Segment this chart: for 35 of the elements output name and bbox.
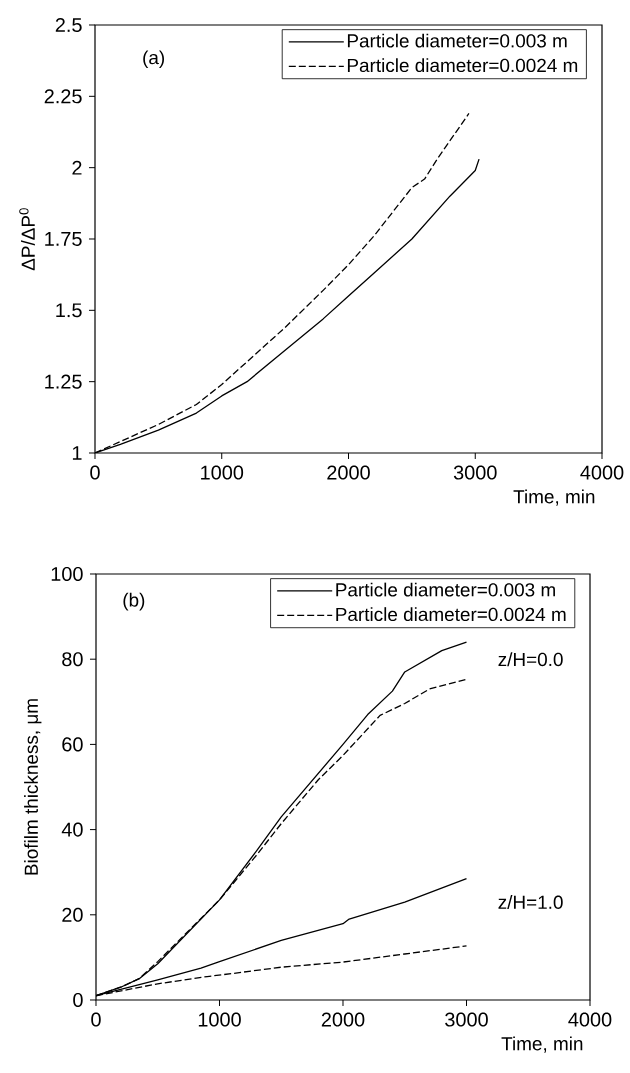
legend-label: Particle diameter=0.003 m — [336, 582, 555, 597]
y-axis-title: Biofilm thickness, μm — [23, 699, 42, 875]
y-tick-label: 40 — [61, 822, 83, 837]
x-tick-label: 3000 — [453, 465, 497, 480]
x-axis-title: Time, min — [501, 1036, 583, 1053]
annotation: (a) — [143, 50, 164, 69]
x-tick-label: 1000 — [198, 1012, 241, 1027]
y-tick-label: 1.25 — [44, 374, 82, 389]
x-tick-label: 0 — [90, 465, 100, 480]
x-tick-label: 0 — [91, 1012, 101, 1027]
y-tick-label: 1.5 — [56, 303, 82, 318]
x-axis-title: Time, min — [513, 489, 595, 506]
annotation: (b) — [123, 592, 144, 611]
y-tick-label: 80 — [61, 652, 83, 667]
y-tick-label: 60 — [62, 737, 83, 752]
legend-label: Particle diameter=0.0024 m — [347, 58, 577, 73]
x-tick-label: 1000 — [200, 465, 243, 480]
x-tick-label: 4000 — [568, 1012, 612, 1027]
legend-label: Particle diameter=0.003 m — [347, 33, 567, 48]
x-tick-label: 4000 — [580, 465, 624, 480]
y-tick-label: 2 — [72, 160, 82, 175]
y-tick-label: 20 — [62, 907, 83, 922]
y-tick-label: 1 — [72, 446, 82, 460]
x-tick-label: 2000 — [321, 1012, 365, 1027]
y-tick-label: 1.75 — [44, 232, 82, 246]
y-tick-label: 2.25 — [44, 89, 82, 104]
y-axis-title: ΔP/ΔP$^{0}$ — [18, 208, 35, 271]
x-tick-label: 2000 — [327, 465, 370, 480]
y-tick-label: 0 — [72, 992, 83, 1008]
annotation: z/H=1.0 — [498, 895, 563, 909]
y-tick-label: 2.5 — [55, 17, 82, 33]
y-tick-label: 100 — [51, 566, 83, 582]
annotation: z/H=0.0 — [498, 652, 563, 667]
legend-label: Particle diameter=0.0024 m — [336, 607, 566, 622]
x-tick-label: 3000 — [444, 1012, 488, 1027]
